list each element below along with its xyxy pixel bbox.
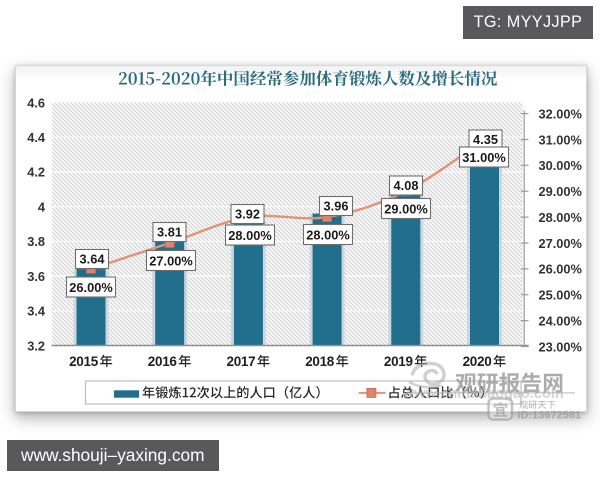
svg-text:24.00%: 24.00% [539, 313, 583, 328]
svg-text:2020: 2020 [463, 354, 492, 369]
svg-text:3.64: 3.64 [80, 252, 106, 267]
svg-text:23.00%: 23.00% [539, 339, 583, 354]
svg-text:2016: 2016 [148, 354, 178, 369]
svg-text:26.00%: 26.00% [69, 280, 113, 295]
svg-text:4.6: 4.6 [27, 95, 45, 110]
svg-text:29.00%: 29.00% [384, 201, 428, 216]
svg-text:28.00%: 28.00% [539, 210, 583, 225]
svg-text:27.00%: 27.00% [539, 236, 583, 251]
svg-text:3.92: 3.92 [235, 207, 260, 222]
svg-text:4.2: 4.2 [27, 165, 45, 180]
svg-text:32.00%: 32.00% [539, 106, 583, 121]
svg-text:4.35: 4.35 [473, 132, 498, 147]
svg-text:26.00%: 26.00% [539, 262, 583, 277]
svg-text:29.00%: 29.00% [539, 184, 583, 199]
svg-text:www.chinabaogao.com: www.chinabaogao.com [402, 386, 564, 402]
svg-text:27.00%: 27.00% [149, 253, 193, 268]
svg-text:25.00%: 25.00% [539, 288, 583, 303]
svg-text:2017: 2017 [227, 354, 256, 369]
svg-text:3.2: 3.2 [27, 338, 45, 353]
svg-text:2018: 2018 [305, 354, 335, 369]
svg-text:3.81: 3.81 [157, 225, 182, 240]
svg-text:31.00%: 31.00% [462, 150, 506, 165]
svg-text:4: 4 [38, 199, 46, 214]
svg-text:2015: 2015 [69, 354, 99, 369]
svg-text:4.4: 4.4 [27, 130, 46, 145]
svg-text:3.8: 3.8 [27, 234, 45, 249]
svg-text:3.4: 3.4 [27, 304, 46, 319]
svg-text:2019: 2019 [384, 354, 413, 369]
svg-text:4.08: 4.08 [394, 178, 419, 193]
svg-text:30.00%: 30.00% [539, 158, 583, 173]
svg-text:3.96: 3.96 [324, 199, 349, 214]
svg-text:31.00%: 31.00% [539, 132, 583, 147]
svg-text:28.00%: 28.00% [228, 228, 272, 243]
svg-text:3.6: 3.6 [27, 269, 45, 284]
svg-text:ID:13672581: ID:13672581 [518, 410, 582, 422]
svg-text:28.00%: 28.00% [306, 227, 350, 242]
